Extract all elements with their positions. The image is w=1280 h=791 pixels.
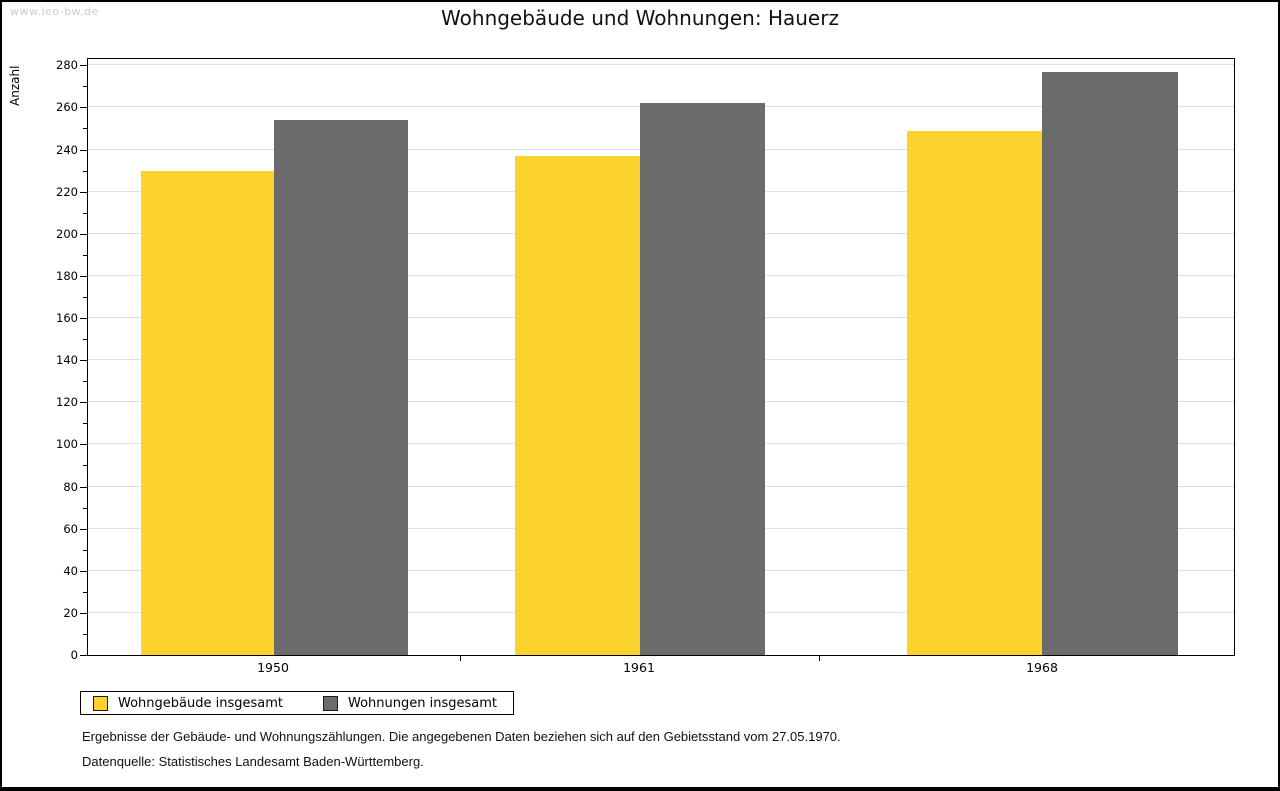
y-tick-label-160: 160 [56,311,78,326]
y-tick-260 [80,107,87,109]
bar-1968-wohngebaeude [907,130,1042,655]
y-tick-label-60: 60 [63,521,78,536]
bar-1950-wohnungen [274,120,408,655]
y-tick-240 [80,149,87,151]
y-tick-150 [83,339,87,341]
y-tick-label-280: 280 [56,58,78,73]
legend: Wohngebäude insgesamt Wohnungen insgesam… [80,691,514,715]
x-label-1950: 1950 [257,660,289,675]
y-tick-label-100: 100 [56,437,78,452]
y-tick-110 [83,423,87,425]
chart-title: Wohngebäude und Wohnungen: Hauerz [441,6,839,30]
y-tick-20 [80,612,87,614]
y-tick-label-0: 0 [70,648,78,662]
y-tick-label-220: 220 [56,184,78,199]
y-tick-70 [83,507,87,509]
legend-label-wohngebaeude: Wohngebäude insgesamt [118,695,283,711]
y-tick-270 [83,86,87,88]
y-tick-label-260: 260 [56,100,78,115]
y-tick-130 [83,381,87,383]
legend-item-wohnungen: Wohnungen insgesamt [323,695,497,711]
y-tick-label-200: 200 [56,226,78,241]
y-tick-label-180: 180 [56,268,78,283]
y-tick-120 [80,402,87,404]
y-tick-170 [83,296,87,298]
y-tick-220 [80,191,87,193]
legend-swatch-yellow [93,695,108,711]
y-tick-200 [80,233,87,235]
y-tick-100 [80,444,87,446]
y-tick-label-80: 80 [63,479,78,494]
y-tick-30 [83,591,87,593]
y-tick-label-240: 240 [56,142,78,157]
y-tick-label-120: 120 [56,395,78,410]
footer-source: Datenquelle: Statistisches Landesamt Bad… [82,754,424,769]
bar-1968-wohnungen [1042,71,1178,655]
y-tick-280 [80,65,87,67]
y-tick-label-140: 140 [56,353,78,368]
y-tick-40 [80,570,87,572]
y-tick-10 [83,633,87,635]
y-tick-180 [80,275,87,277]
y-tick-160 [80,318,87,320]
y-tick-50 [83,549,87,551]
x-label-1968: 1968 [1026,660,1058,675]
y-tick-250 [83,128,87,130]
y-tick-230 [83,170,87,172]
x-label-1961: 1961 [623,660,655,675]
y-tick-0 [80,655,87,656]
y-tick-80 [80,486,87,488]
legend-label-wohnungen: Wohnungen insgesamt [348,695,497,711]
y-tick-210 [83,212,87,214]
x-tick-1 [819,656,820,661]
x-tick-0 [460,656,461,661]
footer-note: Ergebnisse der Gebäude- und Wohnungszähl… [82,729,841,744]
gridline-280 [88,64,1234,66]
legend-swatch-gray [323,695,338,711]
y-axis-title: Anzahl [8,65,22,106]
y-tick-60 [80,528,87,530]
y-tick-90 [83,465,87,467]
plot-area [87,58,1235,656]
watermark: www.leo-bw.de [10,5,99,18]
legend-item-wohngebaeude: Wohngebäude insgesamt [93,695,283,711]
y-tick-label-20: 20 [63,605,78,620]
y-tick-label-40: 40 [63,563,78,578]
y-tick-190 [83,254,87,256]
y-tick-140 [80,360,87,362]
bar-1961-wohngebaeude [515,155,640,655]
bar-1961-wohnungen [640,103,765,655]
bar-1950-wohngebaeude [141,170,274,655]
